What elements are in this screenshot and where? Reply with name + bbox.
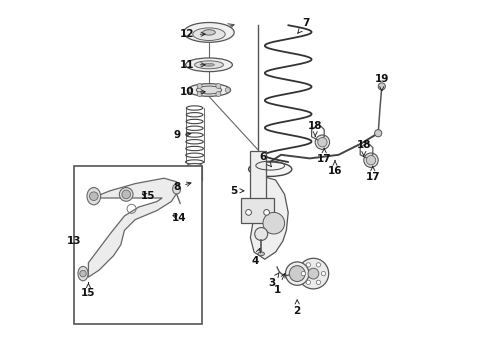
Circle shape: [308, 268, 319, 279]
Ellipse shape: [248, 162, 292, 176]
Ellipse shape: [298, 258, 329, 289]
Ellipse shape: [187, 178, 202, 182]
Ellipse shape: [120, 188, 133, 201]
Text: 17: 17: [317, 148, 332, 164]
Text: 1: 1: [274, 274, 285, 295]
Circle shape: [301, 271, 305, 276]
Bar: [249, 151, 266, 202]
Circle shape: [306, 280, 311, 284]
Text: 13: 13: [67, 236, 81, 246]
Text: 19: 19: [375, 74, 389, 91]
Ellipse shape: [195, 61, 223, 69]
Text: 7: 7: [298, 18, 310, 33]
Ellipse shape: [187, 84, 231, 96]
Ellipse shape: [193, 28, 225, 41]
Ellipse shape: [186, 58, 232, 72]
Circle shape: [197, 84, 202, 89]
Text: 12: 12: [180, 29, 205, 39]
Text: 15: 15: [81, 283, 96, 298]
Circle shape: [245, 210, 251, 215]
Ellipse shape: [364, 153, 378, 167]
Text: 15: 15: [141, 191, 155, 201]
Circle shape: [255, 228, 268, 240]
Text: 2: 2: [294, 300, 301, 316]
Text: 3: 3: [269, 273, 279, 288]
Ellipse shape: [196, 86, 221, 94]
Ellipse shape: [78, 266, 88, 281]
Ellipse shape: [184, 23, 234, 42]
Ellipse shape: [187, 163, 202, 168]
Text: 4: 4: [251, 248, 260, 266]
Text: 9: 9: [173, 130, 191, 140]
Circle shape: [378, 83, 386, 90]
Circle shape: [80, 270, 86, 277]
Circle shape: [216, 84, 221, 89]
Circle shape: [264, 210, 270, 215]
Bar: [74, 166, 202, 324]
Text: 10: 10: [180, 87, 205, 97]
Circle shape: [306, 263, 311, 267]
Circle shape: [289, 266, 305, 282]
Text: 8: 8: [173, 182, 191, 192]
Circle shape: [122, 190, 130, 199]
Circle shape: [316, 280, 320, 284]
Text: 17: 17: [366, 166, 380, 182]
Ellipse shape: [87, 188, 100, 205]
Polygon shape: [250, 176, 288, 259]
Bar: [242, 198, 274, 223]
Circle shape: [216, 91, 221, 96]
Ellipse shape: [286, 262, 309, 285]
Text: 11: 11: [180, 60, 205, 70]
Text: 5: 5: [230, 186, 244, 196]
Text: 14: 14: [172, 213, 187, 223]
Circle shape: [374, 130, 382, 137]
Circle shape: [367, 156, 376, 165]
Circle shape: [225, 87, 230, 93]
Circle shape: [90, 192, 98, 201]
Circle shape: [321, 271, 326, 276]
Ellipse shape: [204, 63, 215, 66]
Circle shape: [197, 91, 202, 96]
Ellipse shape: [258, 252, 265, 256]
Ellipse shape: [315, 135, 330, 149]
Text: 18: 18: [308, 121, 322, 136]
Circle shape: [188, 87, 193, 93]
Ellipse shape: [203, 30, 215, 35]
Circle shape: [316, 263, 320, 267]
Ellipse shape: [172, 184, 180, 194]
Polygon shape: [88, 178, 178, 277]
Circle shape: [263, 212, 285, 234]
Text: 16: 16: [328, 161, 342, 176]
Text: 18: 18: [357, 140, 371, 156]
Bar: [187, 166, 202, 180]
Circle shape: [318, 138, 327, 147]
Text: 6: 6: [259, 152, 271, 167]
